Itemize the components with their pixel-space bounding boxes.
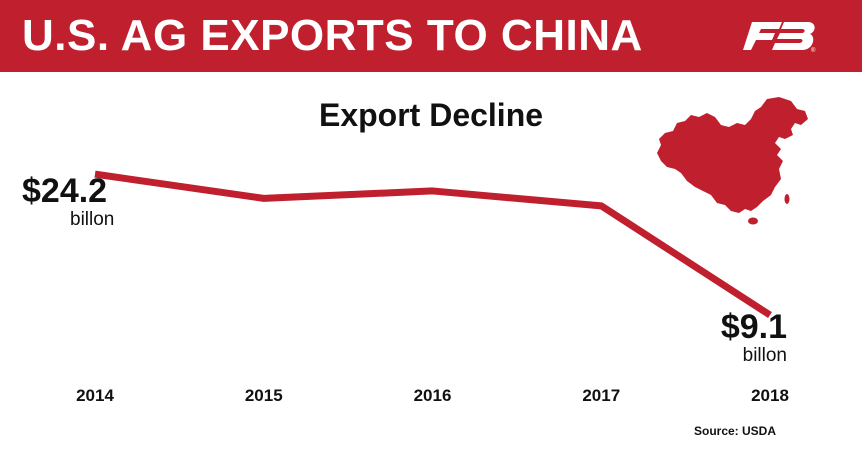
x-tick-2018: 2018 — [751, 386, 789, 405]
x-tick-2017: 2017 — [582, 386, 620, 405]
data-label-value-2014: $24.2 — [22, 172, 107, 210]
china-map-icon — [657, 97, 808, 225]
data-label-value-2018: $9.1 — [721, 308, 787, 346]
x-tick-2015: 2015 — [245, 386, 283, 405]
svg-text:®: ® — [811, 47, 816, 54]
data-label-unit-2014: billon — [70, 209, 114, 230]
header-title: U.S. AG EXPORTS TO CHINA — [22, 11, 643, 60]
series-line — [94, 170, 772, 319]
header-banner: U.S. AG EXPORTS TO CHINA ® — [0, 0, 862, 72]
x-tick-2016: 2016 — [414, 386, 452, 405]
data-label-unit-2018: billon — [743, 345, 787, 366]
chart-title: Export Decline — [318, 97, 544, 133]
source-note: Source: USDA — [693, 424, 776, 438]
x-tick-2014: 2014 — [76, 386, 114, 405]
farm-bureau-fb-logo-icon: ® — [743, 22, 816, 54]
